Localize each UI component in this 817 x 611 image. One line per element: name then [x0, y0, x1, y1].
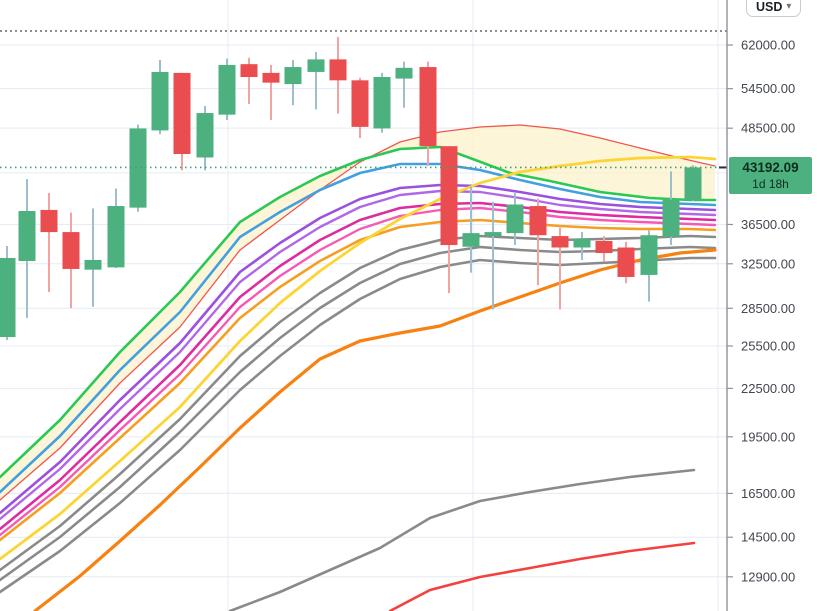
candle-body — [107, 206, 125, 268]
price-axis-label: 22500.00 — [741, 381, 795, 396]
candle-body — [329, 59, 347, 81]
candle-body — [662, 199, 680, 237]
candle-body — [240, 64, 258, 78]
last-price-value: 43192.09 — [742, 160, 799, 175]
candle-body — [684, 167, 702, 201]
candle-body — [419, 67, 437, 147]
candle-body — [551, 236, 569, 248]
candle-body — [617, 247, 635, 277]
price-axis-label: 32500.00 — [741, 256, 795, 271]
candle-body — [129, 128, 147, 208]
candle-body — [462, 233, 480, 247]
candle-body — [173, 72, 191, 155]
price-badge: 43192.09 1d 18h — [729, 157, 812, 195]
candle-body — [440, 146, 458, 246]
candle-body — [262, 72, 280, 83]
price-axis-label: 28500.00 — [741, 301, 795, 316]
candle-body — [529, 206, 547, 236]
candle-body — [307, 59, 325, 72]
candle-body — [218, 64, 236, 115]
price-axis-label: 36500.00 — [741, 217, 795, 232]
price-axis-label: 16500.00 — [741, 486, 795, 501]
currency-label: USD — [756, 0, 783, 14]
ma-green — [0, 145, 717, 479]
price-axis-label: 12900.00 — [741, 569, 795, 584]
candle-body — [573, 238, 591, 248]
price-axis-label: 62000.00 — [741, 38, 795, 53]
price-axis-label: 25500.00 — [741, 338, 795, 353]
ma-gray-2 — [0, 245, 717, 582]
ma-yellow — [0, 155, 717, 561]
ma-magenta — [0, 201, 717, 531]
candle-body — [484, 232, 502, 237]
candle-body — [640, 235, 658, 275]
ma-gray-bottom — [228, 468, 696, 611]
candle-body — [62, 232, 80, 269]
ma-violet — [0, 189, 717, 521]
candle-body — [284, 67, 302, 85]
candle-body — [196, 113, 214, 158]
candle-body — [506, 204, 524, 234]
price-axis-label: 14500.00 — [741, 530, 795, 545]
currency-dropdown[interactable]: USD ▾ — [746, 0, 802, 17]
candle-body — [0, 258, 16, 338]
ma-orange-thick — [33, 248, 717, 611]
ma-red-bottom — [388, 541, 696, 611]
ma-gray-1 — [0, 234, 717, 572]
candle-body — [151, 71, 169, 131]
ma-pink — [0, 206, 717, 537]
candle-body — [84, 259, 102, 270]
candle-body — [18, 211, 36, 261]
price-axis-label: 19500.00 — [741, 429, 795, 444]
candle-body — [395, 67, 413, 79]
chevron-down-icon: ▾ — [786, 1, 792, 12]
ma-gray-3 — [0, 256, 717, 594]
ma-blue — [0, 162, 717, 494]
candle-body — [595, 240, 613, 254]
price-axis-label: 48500.00 — [741, 121, 795, 136]
ma-red-thin — [0, 124, 716, 501]
candle-body — [40, 209, 58, 233]
price-axis-label: 54500.00 — [741, 81, 795, 96]
ma-orange — [0, 218, 717, 542]
bar-close-countdown: 1d 18h — [752, 176, 789, 191]
candle-body — [351, 80, 369, 127]
ma-purple — [0, 183, 717, 515]
candle-body — [373, 77, 391, 129]
ma-cloud — [0, 125, 715, 500]
